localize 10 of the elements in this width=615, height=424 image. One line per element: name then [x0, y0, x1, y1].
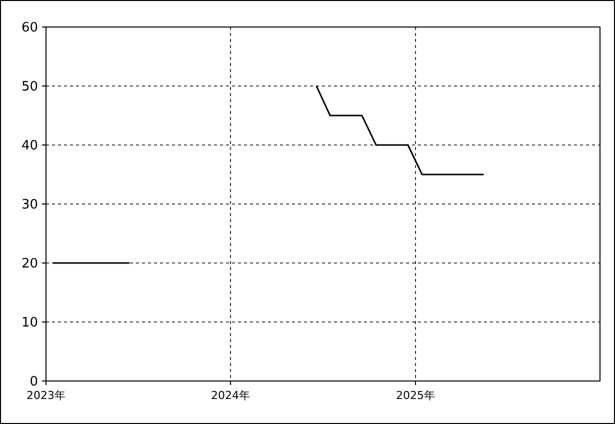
- y-tick-label: 60: [21, 20, 38, 36]
- y-tick-label: 30: [21, 198, 38, 213]
- y-tick-label: 0: [30, 374, 38, 390]
- y-tick-label: 10: [21, 316, 38, 331]
- x-tick-label: 2025年: [396, 389, 435, 402]
- x-tick-label: 2024年: [211, 389, 250, 402]
- y-tick-label: 20: [21, 256, 38, 272]
- y-tick-label: 50: [21, 80, 38, 95]
- y-tick-label: 40: [21, 138, 38, 154]
- x-tick-label: 2023年: [26, 389, 66, 402]
